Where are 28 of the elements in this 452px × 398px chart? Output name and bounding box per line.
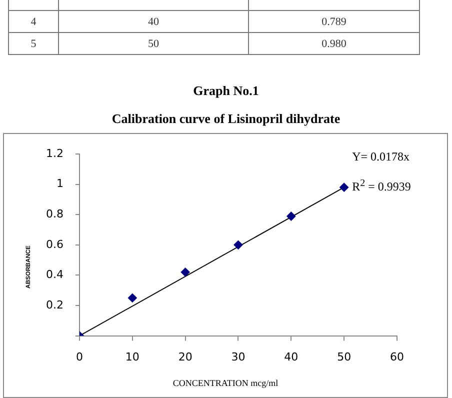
x-axis-title: CONCENTRATION mcg/ml <box>172 378 280 388</box>
text: 0.789 <box>248 10 420 32</box>
point <box>286 212 296 221</box>
y-tick-label: 0.8 <box>46 207 64 220</box>
x-tick-label: 60 <box>390 350 404 364</box>
chart-title: Graph No.1 <box>192 83 260 99</box>
annotation: Y= 0.0178x <box>352 149 410 164</box>
x-tick-label: 0 <box>76 350 83 364</box>
x-tick-label: 30 <box>231 350 246 364</box>
point <box>234 240 243 250</box>
y-tick-label: 0.4 <box>46 268 64 282</box>
text: 0.980 <box>248 32 420 54</box>
text: 40 <box>58 10 248 32</box>
text: 4 <box>8 10 58 32</box>
y-tick-label: 0.2 <box>46 298 64 312</box>
x-tick-label: 10 <box>125 350 140 364</box>
x-tick-label: 50 <box>337 350 352 364</box>
y-tick-label: 0.6 <box>46 238 64 251</box>
text: 5 <box>8 32 58 54</box>
point <box>128 293 137 302</box>
y-tick-label: 1.2 <box>46 146 64 160</box>
x-tick-label: 40 <box>284 350 298 364</box>
chart-subtitle: Calibration curve of Lisinopril dihydrate <box>110 111 342 127</box>
point <box>340 182 349 192</box>
text: 50 <box>58 32 248 54</box>
point <box>180 268 190 277</box>
x-tick-label: 20 <box>178 350 192 364</box>
y-tick-label: 1 <box>56 177 64 190</box>
